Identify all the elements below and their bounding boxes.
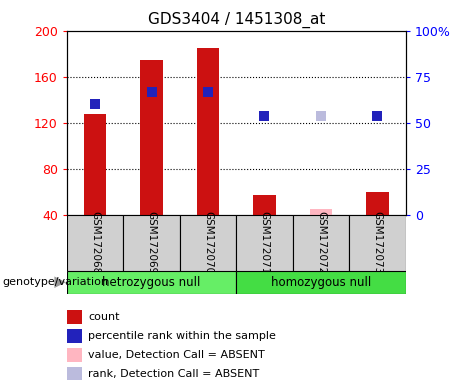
Bar xyxy=(84,114,106,215)
Bar xyxy=(349,215,406,271)
Text: hetrozygous null: hetrozygous null xyxy=(102,276,201,289)
Bar xyxy=(253,195,276,215)
Text: GSM172070: GSM172070 xyxy=(203,211,213,275)
Bar xyxy=(310,209,332,215)
Bar xyxy=(67,348,82,362)
Text: GSM172073: GSM172073 xyxy=(372,211,383,275)
Text: GSM172071: GSM172071 xyxy=(260,211,270,275)
Polygon shape xyxy=(54,276,66,288)
Text: genotype/variation: genotype/variation xyxy=(2,277,108,287)
Text: value, Detection Call = ABSENT: value, Detection Call = ABSENT xyxy=(88,350,265,360)
Text: GSM172068: GSM172068 xyxy=(90,211,100,275)
Bar xyxy=(293,215,349,271)
Title: GDS3404 / 1451308_at: GDS3404 / 1451308_at xyxy=(148,12,325,28)
Text: percentile rank within the sample: percentile rank within the sample xyxy=(88,331,276,341)
Text: GSM172072: GSM172072 xyxy=(316,211,326,275)
Bar xyxy=(123,215,180,271)
Bar xyxy=(140,60,163,215)
Bar xyxy=(180,215,236,271)
Bar xyxy=(197,48,219,215)
Bar xyxy=(67,310,82,324)
Bar xyxy=(67,215,123,271)
Bar xyxy=(67,271,236,294)
Bar xyxy=(236,215,293,271)
Bar xyxy=(236,271,406,294)
Text: rank, Detection Call = ABSENT: rank, Detection Call = ABSENT xyxy=(88,369,259,379)
Bar xyxy=(366,192,389,215)
Bar xyxy=(67,329,82,343)
Bar xyxy=(67,367,82,381)
Text: GSM172069: GSM172069 xyxy=(147,211,157,275)
Text: count: count xyxy=(88,312,119,322)
Text: homozygous null: homozygous null xyxy=(271,276,371,289)
